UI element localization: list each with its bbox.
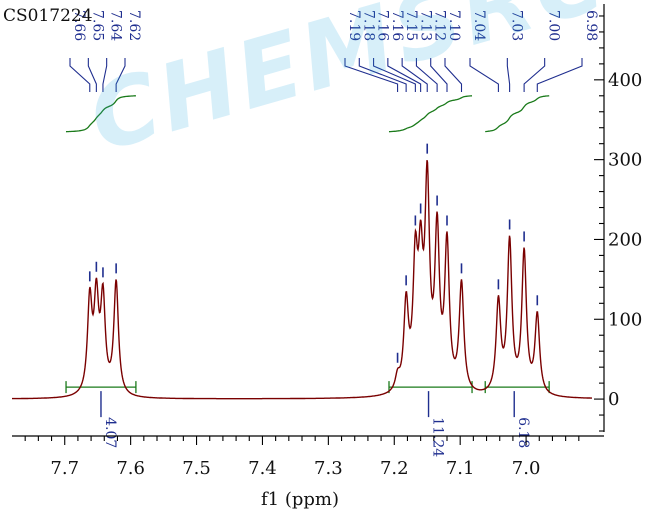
y-tick-label: 0 xyxy=(608,389,619,410)
peak-label: 7.15 xyxy=(403,10,419,41)
y-tick-label: 100 xyxy=(608,309,642,330)
spectrum-trace xyxy=(12,160,592,400)
peak-label-leader xyxy=(115,58,126,92)
peak-label-leader xyxy=(415,58,438,92)
peak-label: 7.65 xyxy=(89,10,105,41)
peak-labels: 7.66 7.65 7.64 7.62 7.197.187.167.167.157.13… xyxy=(69,10,599,92)
peak-label: 7.04 xyxy=(471,10,487,41)
y-tick-label: 300 xyxy=(608,150,642,171)
peak-label: 7.10 xyxy=(446,10,462,41)
peak-label: 7.16 xyxy=(389,10,405,41)
x-tick-label: 7.3 xyxy=(314,458,343,479)
peak-label: 7.12 xyxy=(432,10,448,41)
peak-label: 7.19 xyxy=(346,10,362,41)
peak-label-leader xyxy=(358,58,407,92)
y-tick-label: 400 xyxy=(608,70,642,91)
integral-curve xyxy=(485,95,550,133)
x-tick-label: 7.5 xyxy=(182,458,211,479)
peak-label-leader xyxy=(373,58,416,92)
peak-label-leader xyxy=(401,58,428,92)
x-tick-label: 7.6 xyxy=(116,458,145,479)
x-tick-label: 7.4 xyxy=(248,458,277,479)
x-tick-label: 7.1 xyxy=(446,458,475,479)
peak-label-leader xyxy=(430,58,448,92)
peak-label: 7.00 xyxy=(546,10,562,41)
peak-label-leader xyxy=(506,58,511,92)
integral-value: 6.18 xyxy=(515,417,531,448)
peak-label: 7.13 xyxy=(417,10,433,41)
peak-label-leader xyxy=(469,58,499,92)
peak-label: 7.64 xyxy=(108,10,124,41)
peak-label-leader xyxy=(69,58,91,92)
peak-label-leader xyxy=(536,58,583,92)
peak-label: 7.62 xyxy=(126,10,142,41)
x-axis: 7.7 7.6 7.5 7.4 7.3 7.2 7.1 7.0 xyxy=(12,435,604,479)
x-tick-label: 7.2 xyxy=(380,458,409,479)
peak-label-leader xyxy=(387,58,422,92)
peak-label-leader xyxy=(444,58,463,92)
y-tick-label: 200 xyxy=(608,229,642,250)
peak-label-leader xyxy=(344,58,399,92)
peak-label: 7.18 xyxy=(360,10,376,41)
y-axis: 0 100 200 300 400 xyxy=(594,4,642,432)
peak-markers xyxy=(88,143,539,363)
peak-label-leader xyxy=(523,58,546,92)
integral-value: 4.07 xyxy=(102,417,118,448)
x-tick-label: 7.0 xyxy=(512,458,541,479)
x-tick-label: 7.7 xyxy=(50,458,79,479)
integral-curve xyxy=(65,95,136,133)
peak-label: 7.16 xyxy=(375,10,391,41)
peak-label: 6.98 xyxy=(583,10,599,41)
peak-label-leader xyxy=(87,58,97,92)
integral-curve xyxy=(388,95,473,133)
peak-label-leader xyxy=(102,58,108,92)
integral-value: 11.24 xyxy=(430,417,446,457)
integral-curves xyxy=(65,95,550,133)
x-axis-label: f1 (ppm) xyxy=(261,489,339,510)
integral-bars: 4.07 11.24 6.18 xyxy=(65,381,550,457)
peak-label: 7.66 xyxy=(71,10,87,41)
sample-id: CS017224 xyxy=(3,6,93,26)
peak-label: 7.03 xyxy=(508,10,524,41)
